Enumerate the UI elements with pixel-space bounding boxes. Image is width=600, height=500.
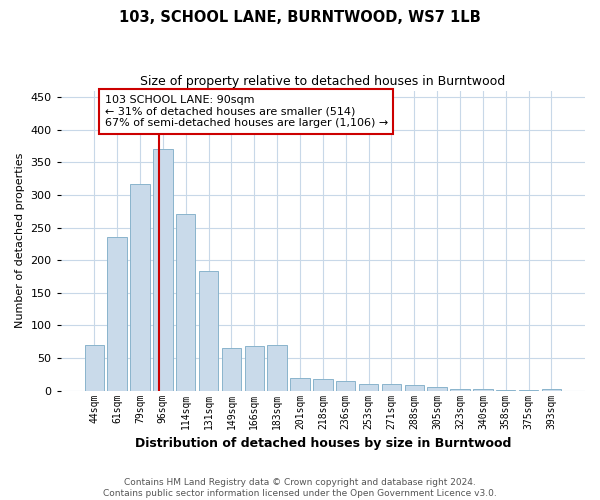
Bar [176, 214, 196, 390]
Text: 103, SCHOOL LANE, BURNTWOOD, WS7 1LB: 103, SCHOOL LANE, BURNTWOOD, WS7 1LB [119, 10, 481, 25]
Bar [221, 348, 241, 391]
Bar [107, 238, 127, 390]
Bar [268, 345, 287, 391]
Bar [382, 384, 401, 390]
Bar [336, 381, 355, 390]
Text: 103 SCHOOL LANE: 90sqm
← 31% of detached houses are smaller (514)
67% of semi-de: 103 SCHOOL LANE: 90sqm ← 31% of detached… [104, 95, 388, 128]
Bar [359, 384, 378, 390]
Bar [542, 388, 561, 390]
Bar [313, 379, 332, 390]
Title: Size of property relative to detached houses in Burntwood: Size of property relative to detached ho… [140, 75, 505, 88]
Bar [130, 184, 149, 390]
X-axis label: Distribution of detached houses by size in Burntwood: Distribution of detached houses by size … [134, 437, 511, 450]
Bar [404, 386, 424, 390]
Bar [290, 378, 310, 390]
Bar [245, 346, 264, 391]
Bar [85, 345, 104, 391]
Bar [427, 388, 447, 390]
Bar [153, 150, 173, 390]
Bar [199, 272, 218, 390]
Y-axis label: Number of detached properties: Number of detached properties [15, 153, 25, 328]
Text: Contains HM Land Registry data © Crown copyright and database right 2024.
Contai: Contains HM Land Registry data © Crown c… [103, 478, 497, 498]
